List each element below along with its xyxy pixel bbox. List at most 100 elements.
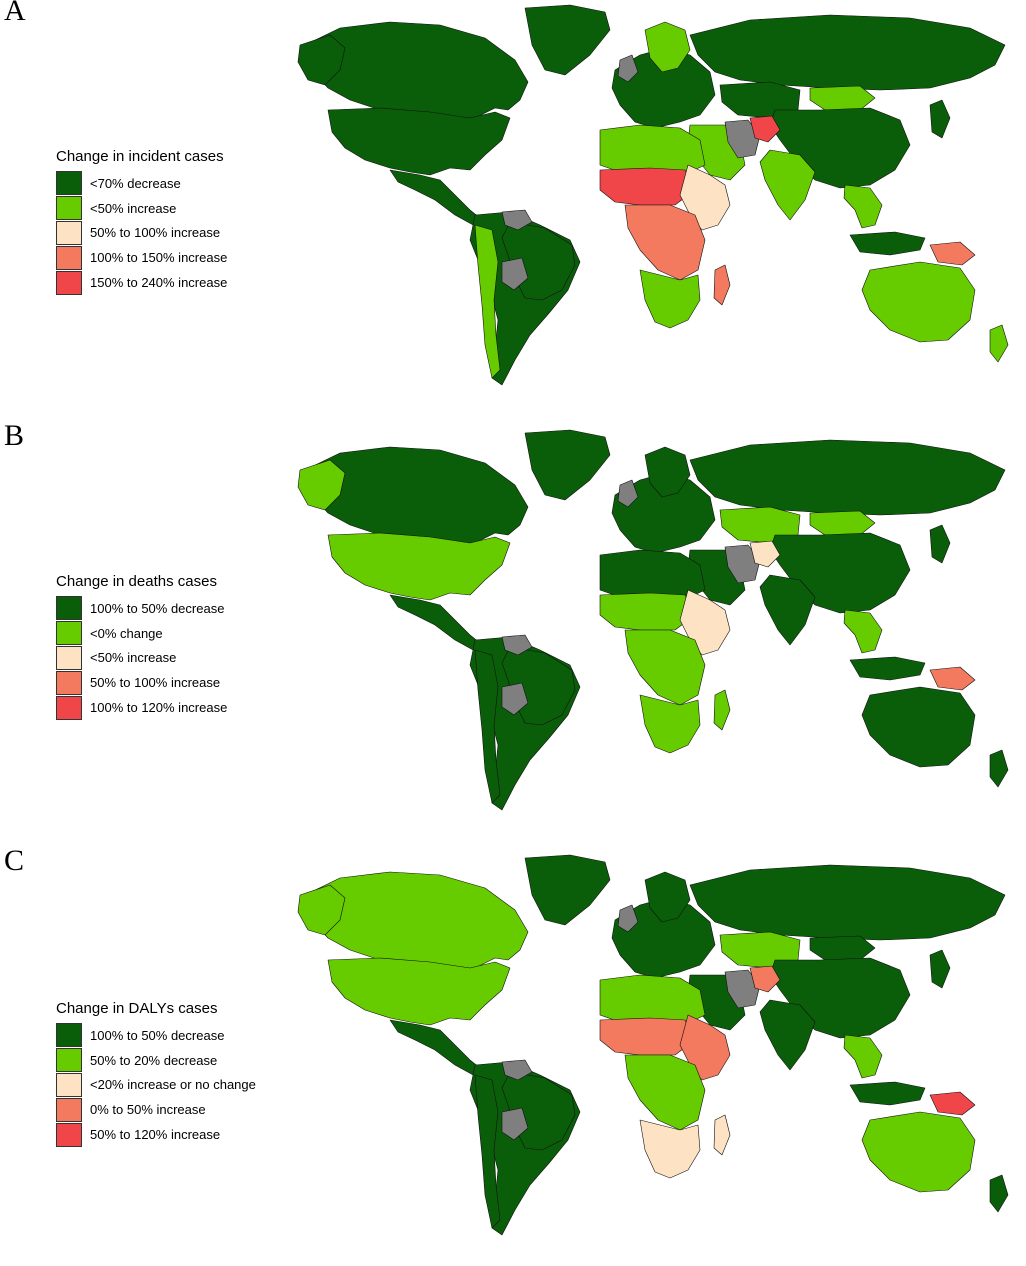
legend-label: <50% increase — [90, 650, 177, 666]
region-japan — [929, 524, 951, 564]
region-australia — [861, 261, 976, 343]
legend-swatch — [56, 1023, 82, 1048]
region-scandinavia — [644, 446, 691, 498]
region-japan — [929, 99, 951, 139]
region-iran — [724, 119, 761, 159]
region-sahel — [599, 592, 696, 631]
region-andes — [474, 224, 501, 379]
region-central-africa — [624, 629, 706, 706]
legend-item: 100% to 120% increase — [56, 695, 227, 720]
region-russia — [689, 14, 1006, 91]
legend-swatch — [56, 196, 82, 221]
legend-item: <50% increase — [56, 196, 227, 221]
legend-label: 50% to 120% increase — [90, 1127, 221, 1143]
legend-item: 100% to 50% decrease — [56, 1023, 256, 1048]
region-australia — [861, 686, 976, 768]
legend-swatch — [56, 1122, 82, 1147]
region-usa — [327, 957, 511, 1026]
legend-item: 50% to 120% increase — [56, 1122, 256, 1147]
legend: Change in deaths cases 100% to 50% decre… — [56, 573, 227, 720]
region-indonesia — [849, 231, 926, 256]
region-new-zealand — [989, 324, 1009, 363]
legend-label: 50% to 20% decrease — [90, 1052, 218, 1068]
legend-swatch — [56, 1072, 82, 1097]
region-new-guinea — [929, 241, 976, 266]
legend-label: <70% decrease — [90, 175, 181, 191]
region-north-america — [304, 446, 529, 564]
region-greenland — [524, 854, 611, 926]
region-japan — [929, 949, 951, 989]
region-scandinavia — [644, 21, 691, 73]
region-scandinavia — [644, 871, 691, 923]
region-afghanistan — [749, 965, 781, 993]
region-indonesia — [849, 656, 926, 681]
region-russia — [689, 864, 1006, 941]
legend-label: 0% to 50% increase — [90, 1102, 206, 1118]
region-sahel — [599, 167, 696, 206]
region-new-zealand — [989, 749, 1009, 788]
legend-label: 50% to 100% increase — [90, 225, 221, 241]
legend-swatch — [56, 1048, 82, 1073]
legend-item: 50% to 100% increase — [56, 670, 227, 695]
legend-item: 150% to 240% increase — [56, 270, 227, 295]
legend-swatch — [56, 670, 82, 695]
region-madagascar — [713, 689, 731, 731]
region-north-africa — [599, 974, 706, 1023]
region-venezuela — [501, 209, 533, 231]
legend-title: Change in DALYs cases — [56, 1000, 218, 1017]
region-north-africa — [599, 124, 706, 173]
legend-label: 100% to 150% increase — [90, 250, 228, 266]
region-venezuela — [501, 1059, 533, 1081]
legend-title: Change in incident cases — [56, 148, 224, 165]
legend-label: 100% to 50% decrease — [90, 1027, 225, 1043]
region-indonesia — [849, 1081, 926, 1106]
region-central-america — [389, 594, 486, 652]
legend-label: <20% increase or no change — [90, 1077, 256, 1093]
legend-swatch — [56, 171, 82, 196]
legend: Change in incident cases <70% decrease <… — [56, 148, 227, 295]
region-bolivia — [501, 257, 529, 291]
region-russia — [689, 439, 1006, 516]
region-central-africa — [624, 1054, 706, 1131]
legend-item: 100% to 50% decrease — [56, 596, 227, 621]
legend-item: 50% to 20% decrease — [56, 1048, 256, 1073]
region-india — [759, 149, 816, 221]
panel-letter: A — [4, 0, 26, 27]
legend-swatch — [56, 695, 82, 720]
legend-label: 150% to 240% increase — [90, 275, 228, 291]
region-india — [759, 999, 816, 1071]
legend-item: <0% change — [56, 621, 227, 646]
legend-label: 100% to 120% increase — [90, 700, 228, 716]
region-madagascar — [713, 264, 731, 306]
region-southern-africa — [639, 694, 701, 754]
legend-swatch — [56, 270, 82, 295]
legend-swatch — [56, 645, 82, 670]
region-southern-africa — [639, 1119, 701, 1179]
region-new-guinea — [929, 666, 976, 691]
region-alaska — [297, 459, 346, 511]
region-venezuela — [501, 634, 533, 656]
region-central-america — [389, 169, 486, 227]
legend-label: 100% to 50% decrease — [90, 600, 225, 616]
legend-swatch — [56, 596, 82, 621]
region-andes — [474, 1074, 501, 1229]
region-southeast-asia — [843, 184, 883, 229]
panel-letter: C — [4, 844, 25, 877]
region-central-africa — [624, 204, 706, 281]
legend-item: 0% to 50% increase — [56, 1097, 256, 1122]
region-north-america — [304, 21, 529, 139]
region-afghanistan — [749, 540, 781, 568]
region-andes — [474, 649, 501, 804]
world-map — [297, 429, 1009, 811]
panel-c: C Change in DALYs cases 100% to 50% decr… — [0, 844, 1026, 1266]
panel-a: A Change in incident cases <70% decrease… — [0, 0, 1026, 416]
legend-item: 50% to 100% increase — [56, 220, 227, 246]
legend: Change in DALYs cases 100% to 50% decrea… — [56, 1000, 256, 1147]
legend-label: <50% increase — [90, 200, 177, 216]
region-usa — [327, 107, 511, 176]
region-greenland — [524, 429, 611, 501]
region-alaska — [297, 34, 346, 86]
region-afghanistan — [749, 115, 781, 143]
legend-item: <50% increase — [56, 645, 227, 671]
region-southeast-asia — [843, 609, 883, 654]
